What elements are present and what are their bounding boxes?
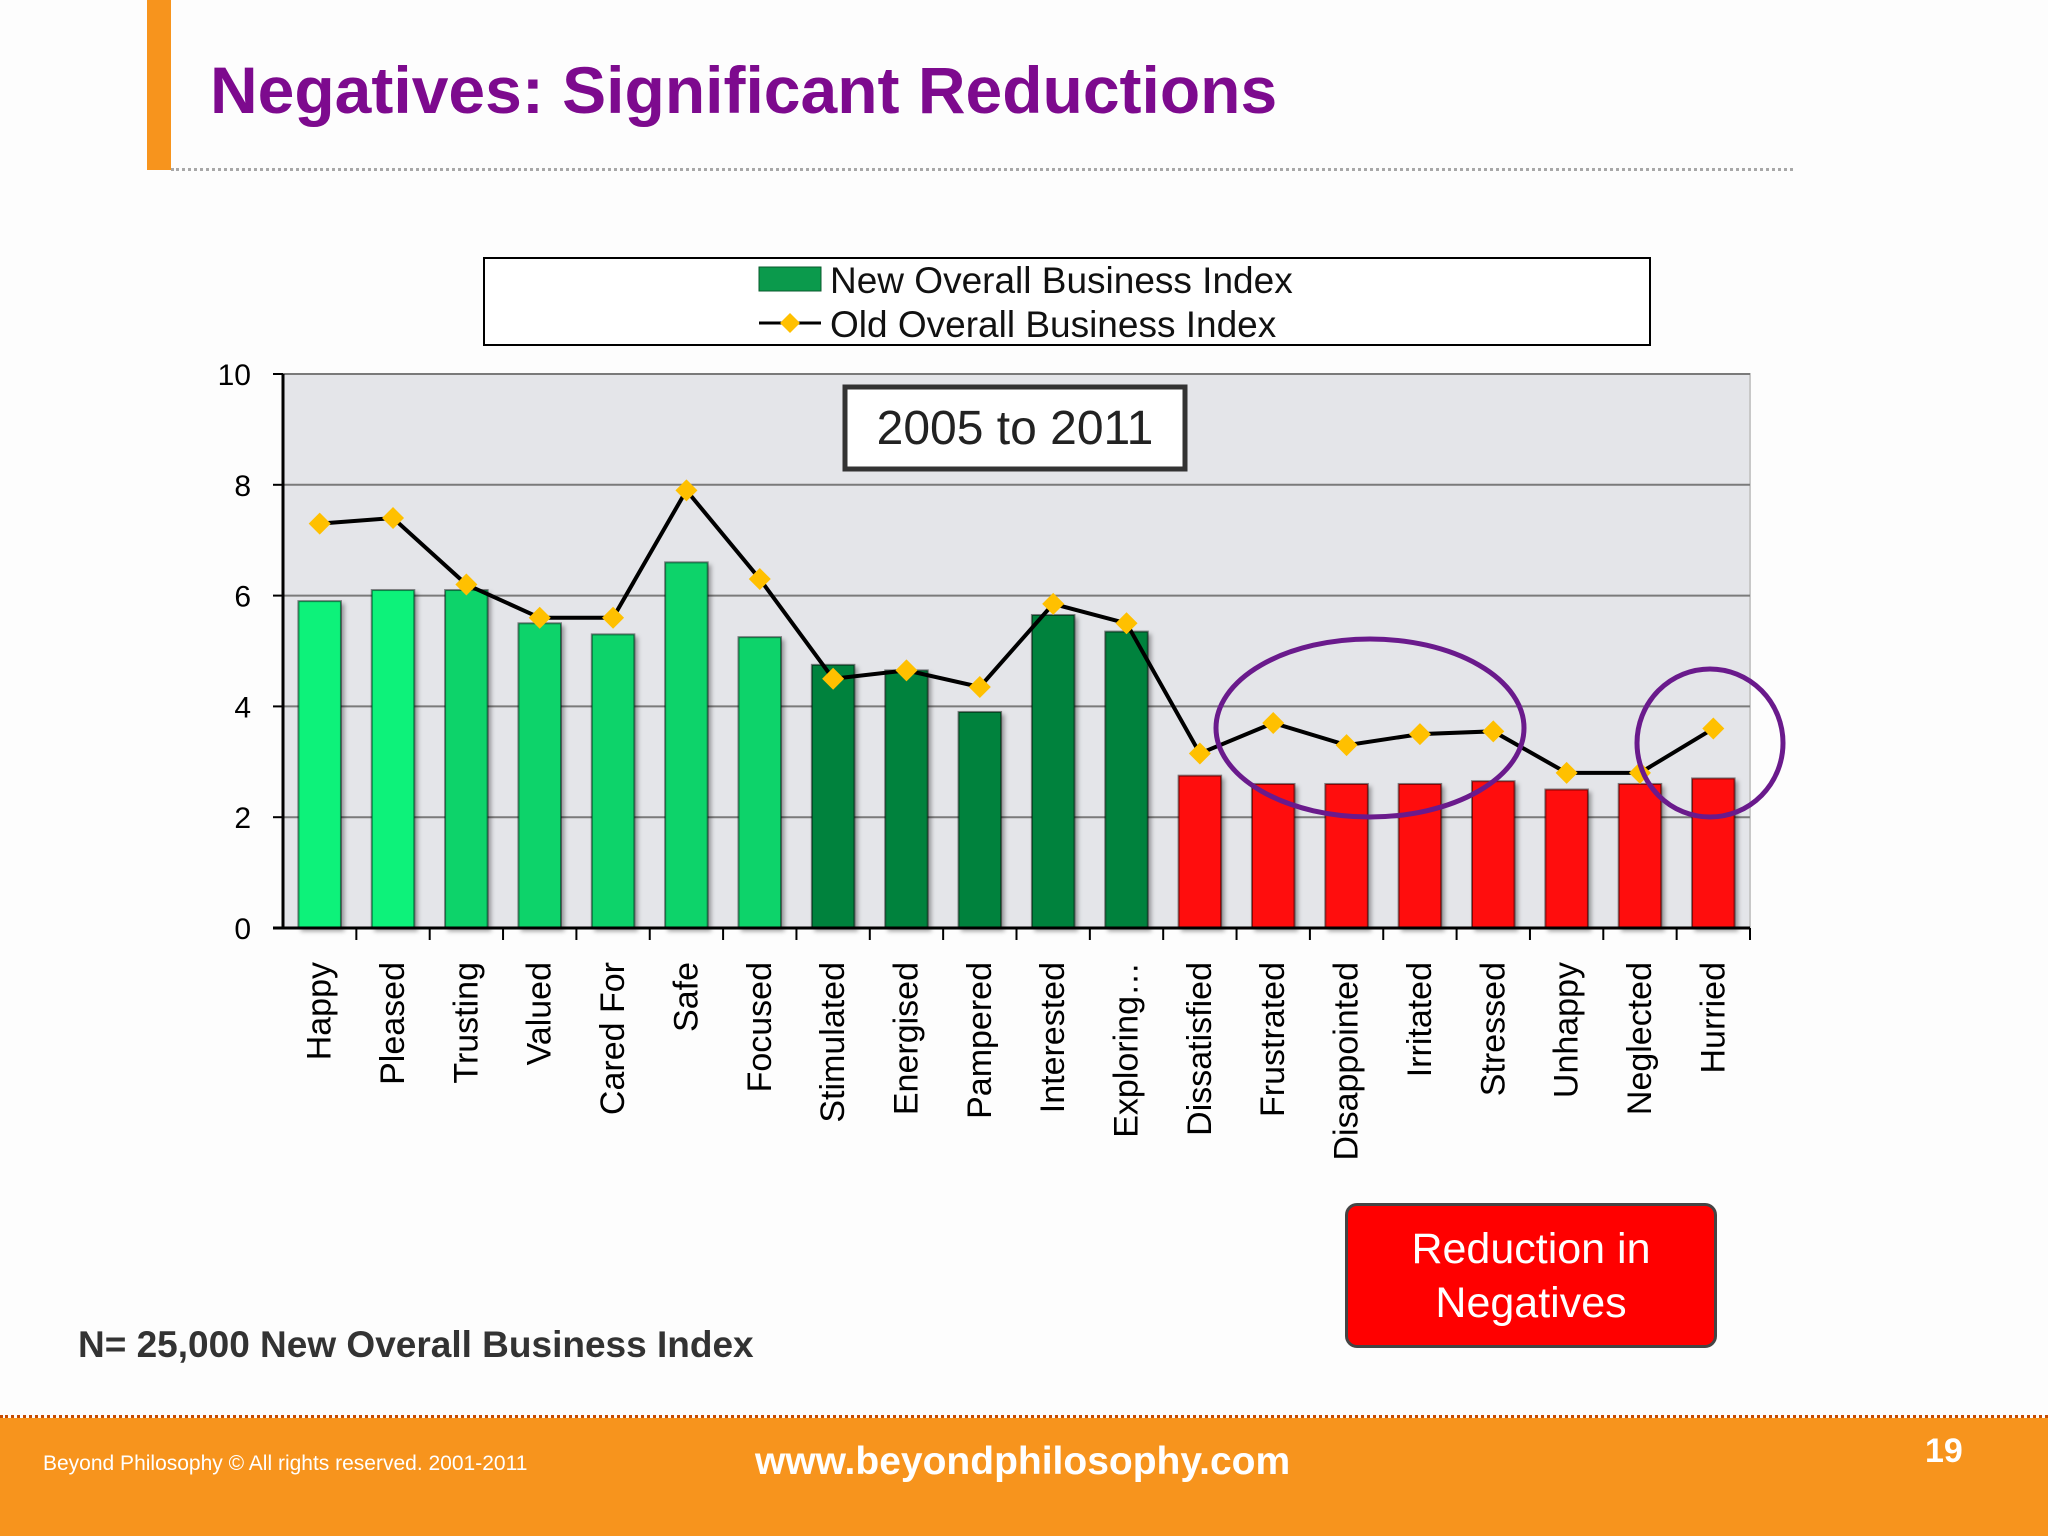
title-accent-bar (147, 0, 171, 170)
x-tick-label: Valued (521, 962, 559, 1065)
x-tick-label: Energised (887, 962, 925, 1115)
bar-stressed (1471, 780, 1516, 929)
old-index-point (1042, 592, 1065, 615)
x-tick-label: Pampered (961, 962, 999, 1119)
legend-box (483, 257, 1651, 346)
reduction-callout-text: Reduction in Negatives (1411, 1224, 1651, 1327)
bar-interested (1030, 613, 1076, 929)
bar-happy (297, 600, 342, 929)
x-tick-label: Safe (667, 962, 705, 1032)
old-index-point (1188, 742, 1211, 765)
x-tick-label: Dissatisfied (1181, 962, 1219, 1136)
old-index-point (1555, 761, 1578, 784)
old-index-point (1115, 612, 1138, 635)
x-tick-label: Frustrated (1254, 962, 1292, 1117)
footer-bar (0, 1418, 2048, 1536)
x-tick-label: Interested (1034, 962, 1072, 1113)
bar-neglected (1617, 782, 1663, 930)
x-tick-label: Disappointed (1328, 962, 1366, 1160)
old-index-point (675, 479, 698, 502)
bar-line-chart: New Overall Business Index Old Overall B… (218, 257, 1786, 1160)
y-tick-label: 0 (234, 913, 251, 946)
old-index-point (602, 606, 625, 629)
x-tick-label: Stimulated (814, 962, 852, 1123)
old-index-point (748, 567, 771, 590)
bar-cared-for (590, 633, 636, 929)
bars-new-index (297, 561, 1736, 930)
highlight-ellipse-hurried (1634, 666, 1786, 820)
x-tick-labels: Happy Pleased Trusting Valued Cared For Safe F… (301, 962, 1733, 1160)
x-tick-label: Unhappy (1548, 962, 1586, 1098)
x-tick-label: Stressed (1474, 962, 1512, 1096)
x-tick-label: Focused (741, 962, 779, 1092)
bar-focused (737, 636, 783, 930)
y-tick-label: 2 (234, 802, 251, 835)
old-index-point (1262, 712, 1285, 735)
legend-label-old: Old Overall Business Index (830, 304, 1277, 345)
old-index-point (455, 573, 478, 596)
old-index-point (528, 606, 551, 629)
sample-size-note: N= 25,000 New Overall Business Index (78, 1324, 754, 1365)
y-tick-label: 8 (234, 470, 251, 503)
bar-unhappy (1544, 788, 1589, 929)
x-tick-label: Cared For (594, 962, 632, 1115)
period-box (842, 384, 1188, 472)
bar-pampered (957, 710, 1003, 929)
old-index-point (1408, 723, 1431, 746)
bar-exploring (1104, 630, 1149, 929)
axes (273, 373, 1751, 940)
legend-label-new: New Overall Business Index (830, 260, 1293, 301)
footer-url-link[interactable]: www.beyondphilosophy.com (755, 1440, 1291, 1483)
bar-pleased (370, 589, 416, 929)
x-tick-label: Happy (301, 962, 339, 1060)
bar-irritated (1397, 782, 1443, 930)
old-index-point (822, 667, 845, 690)
period-label: 2005 to 2011 (877, 402, 1154, 455)
old-index-point (382, 507, 405, 530)
highlight-ellipse-negatives (1213, 636, 1527, 820)
page-number: 19 (1925, 1432, 1963, 1470)
old-index-point (1335, 734, 1358, 757)
old-index-line (319, 486, 1715, 775)
bar-hurried (1691, 777, 1736, 929)
footer-copyright: Beyond Philosophy © All rights reserved.… (43, 1452, 528, 1475)
y-tick-label: 4 (234, 691, 251, 724)
line-old-index (308, 479, 1725, 784)
legend-swatch-bar (758, 266, 822, 292)
title-divider (171, 168, 1793, 171)
old-index-point (308, 512, 331, 535)
legend-swatch-marker (780, 313, 800, 333)
bar-frustrated (1250, 782, 1296, 930)
footer-divider (0, 1415, 2048, 1418)
y-tick-labels: 0 2 4 6 8 10 (218, 359, 251, 946)
old-index-point (895, 659, 918, 682)
x-tick-label: Irritated (1401, 962, 1439, 1077)
x-tick-label: Exploring… (1108, 962, 1146, 1138)
x-tick-label: Hurried (1694, 962, 1732, 1073)
bar-trusting (444, 589, 489, 929)
bar-disappointed (1324, 782, 1369, 930)
old-index-point (1482, 720, 1505, 743)
y-tick-label: 6 (234, 581, 251, 614)
y-tick-label: 10 (218, 359, 251, 392)
slide-title: Negatives: Significant Reductions (210, 53, 1278, 127)
bar-stimulated (810, 663, 856, 929)
x-tick-label: Trusting (447, 962, 485, 1084)
old-index-point (968, 676, 991, 699)
reduction-callout: Reduction in Negatives (1345, 1203, 1717, 1348)
x-tick-label: Pleased (374, 962, 412, 1085)
old-index-point (1702, 717, 1725, 740)
bar-dissatisfied (1177, 774, 1223, 930)
x-tick-label: Neglected (1621, 962, 1659, 1115)
bar-energised (884, 669, 929, 929)
bar-safe (664, 561, 709, 929)
bar-valued (517, 622, 562, 929)
